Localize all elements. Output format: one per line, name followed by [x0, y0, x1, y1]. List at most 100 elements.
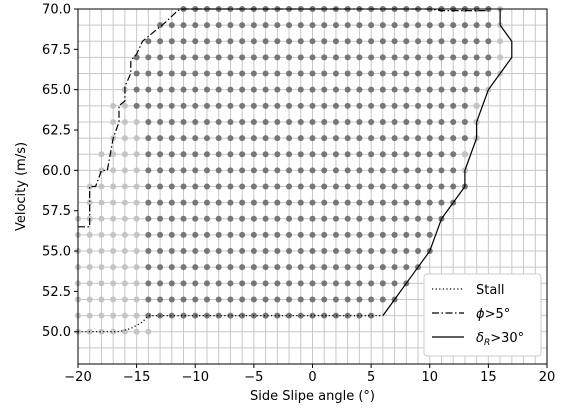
scatter-point-feasible — [274, 151, 281, 158]
scatter-point-feasible — [403, 231, 410, 238]
scatter-point-feasible — [180, 167, 187, 174]
scatter-point-feasible — [227, 151, 234, 158]
scatter-point-marginal — [133, 312, 140, 319]
scatter-point-feasible — [250, 86, 257, 93]
scatter-point-feasible — [215, 22, 222, 29]
scatter-point-feasible — [286, 231, 293, 238]
scatter-point-feasible — [356, 70, 363, 77]
scatter-point-feasible — [157, 280, 164, 287]
scatter-point-feasible — [332, 118, 339, 125]
legend-label: Stall — [476, 283, 505, 298]
scatter-point-feasible — [274, 248, 281, 255]
legend-items: Stall ϕ>5° δR>30° — [432, 283, 524, 348]
scatter-point-feasible — [438, 199, 445, 206]
scatter-point-feasible — [438, 151, 445, 158]
scatter-point-feasible — [262, 86, 269, 93]
scatter-point-feasible — [227, 231, 234, 238]
scatter-point-feasible — [203, 280, 210, 287]
scatter-point-feasible — [297, 22, 304, 29]
scatter-point-marginal — [86, 199, 93, 206]
scatter-point-feasible — [415, 135, 422, 142]
scatter-point-feasible — [391, 70, 398, 77]
scatter-point-feasible — [180, 199, 187, 206]
scatter-point-feasible — [379, 102, 386, 109]
scatter-point-feasible — [415, 54, 422, 61]
scatter-point-feasible — [192, 264, 199, 271]
scatter-point-feasible — [379, 118, 386, 125]
scatter-point-feasible — [239, 264, 246, 271]
scatter-point-feasible — [157, 135, 164, 142]
scatter-point-feasible — [180, 151, 187, 158]
scatter-point-feasible — [250, 102, 257, 109]
scatter-point-feasible — [426, 118, 433, 125]
scatter-point-feasible — [368, 264, 375, 271]
scatter-point-marginal — [98, 328, 105, 335]
scatter-point-feasible — [227, 280, 234, 287]
scatter-point-feasible — [344, 167, 351, 174]
scatter-point-feasible — [297, 54, 304, 61]
scatter-point-feasible — [450, 167, 457, 174]
scatter-point-marginal — [133, 248, 140, 255]
axis-ticks: −20 −15 −10 −5 0 5 10 15 20 50.0 52.5 55.0 57.5 60.0 6… — [42, 3, 555, 386]
scatter-point-feasible — [145, 151, 152, 158]
scatter-point-feasible — [192, 183, 199, 190]
scatter-point-feasible — [332, 296, 339, 303]
scatter-point-feasible — [403, 70, 410, 77]
scatter-point-feasible — [332, 231, 339, 238]
legend-box — [423, 273, 542, 357]
scatter-point-feasible — [274, 54, 281, 61]
scatter-point-feasible — [332, 22, 339, 29]
scatter-point-feasible — [426, 231, 433, 238]
scatter-point-feasible — [133, 86, 140, 93]
scatter-point-marginal — [98, 151, 105, 158]
scatter-point-feasible — [356, 118, 363, 125]
scatter-point-feasible — [344, 38, 351, 45]
scatter-point-feasible — [344, 248, 351, 255]
scatter-point-feasible — [203, 167, 210, 174]
scatter-point-feasible — [227, 167, 234, 174]
scatter-point-feasible — [368, 118, 375, 125]
scatter-point-feasible — [344, 183, 351, 190]
scatter-point-feasible — [145, 135, 152, 142]
scatter-point-feasible — [145, 199, 152, 206]
scatter-point-feasible — [145, 86, 152, 93]
scatter-point-feasible — [309, 151, 316, 158]
scatter-point-feasible — [332, 38, 339, 45]
scatter-point-feasible — [332, 70, 339, 77]
scatter-point-feasible — [180, 248, 187, 255]
scatter-point-marginal — [133, 328, 140, 335]
scatter-point-feasible — [391, 231, 398, 238]
scatter-point-marginal — [86, 312, 93, 319]
scatter-point-feasible — [309, 248, 316, 255]
scatter-point-marginal — [121, 264, 128, 271]
scatter-point-feasible — [450, 38, 457, 45]
scatter-point-marginal — [98, 183, 105, 190]
scatter-point-feasible — [391, 199, 398, 206]
scatter-point-marginal — [121, 151, 128, 158]
scatter-point-feasible — [286, 86, 293, 93]
scatter-point-feasible — [215, 135, 222, 142]
scatter-point-feasible — [157, 231, 164, 238]
scatter-point-feasible — [274, 167, 281, 174]
scatter-point-feasible — [250, 118, 257, 125]
scatter-point-feasible — [379, 135, 386, 142]
y-tick-label: 52.5 — [42, 285, 71, 300]
scatter-point-feasible — [356, 102, 363, 109]
scatter-point-feasible — [391, 135, 398, 142]
scatter-point-feasible — [461, 102, 468, 109]
scatter-point-feasible — [450, 22, 457, 29]
scatter-point-feasible — [368, 183, 375, 190]
scatter-point-feasible — [450, 183, 457, 190]
scatter-point-feasible — [203, 215, 210, 222]
scatter-point-feasible — [368, 151, 375, 158]
scatter-point-feasible — [391, 264, 398, 271]
scatter-point-feasible — [368, 248, 375, 255]
scatter-point-feasible — [368, 38, 375, 45]
scatter-point-feasible — [321, 264, 328, 271]
scatter-point-marginal — [497, 38, 504, 45]
scatter-point-feasible — [438, 70, 445, 77]
scatter-point-feasible — [297, 118, 304, 125]
scatter-point-feasible — [157, 264, 164, 271]
scatter-point-feasible — [262, 296, 269, 303]
